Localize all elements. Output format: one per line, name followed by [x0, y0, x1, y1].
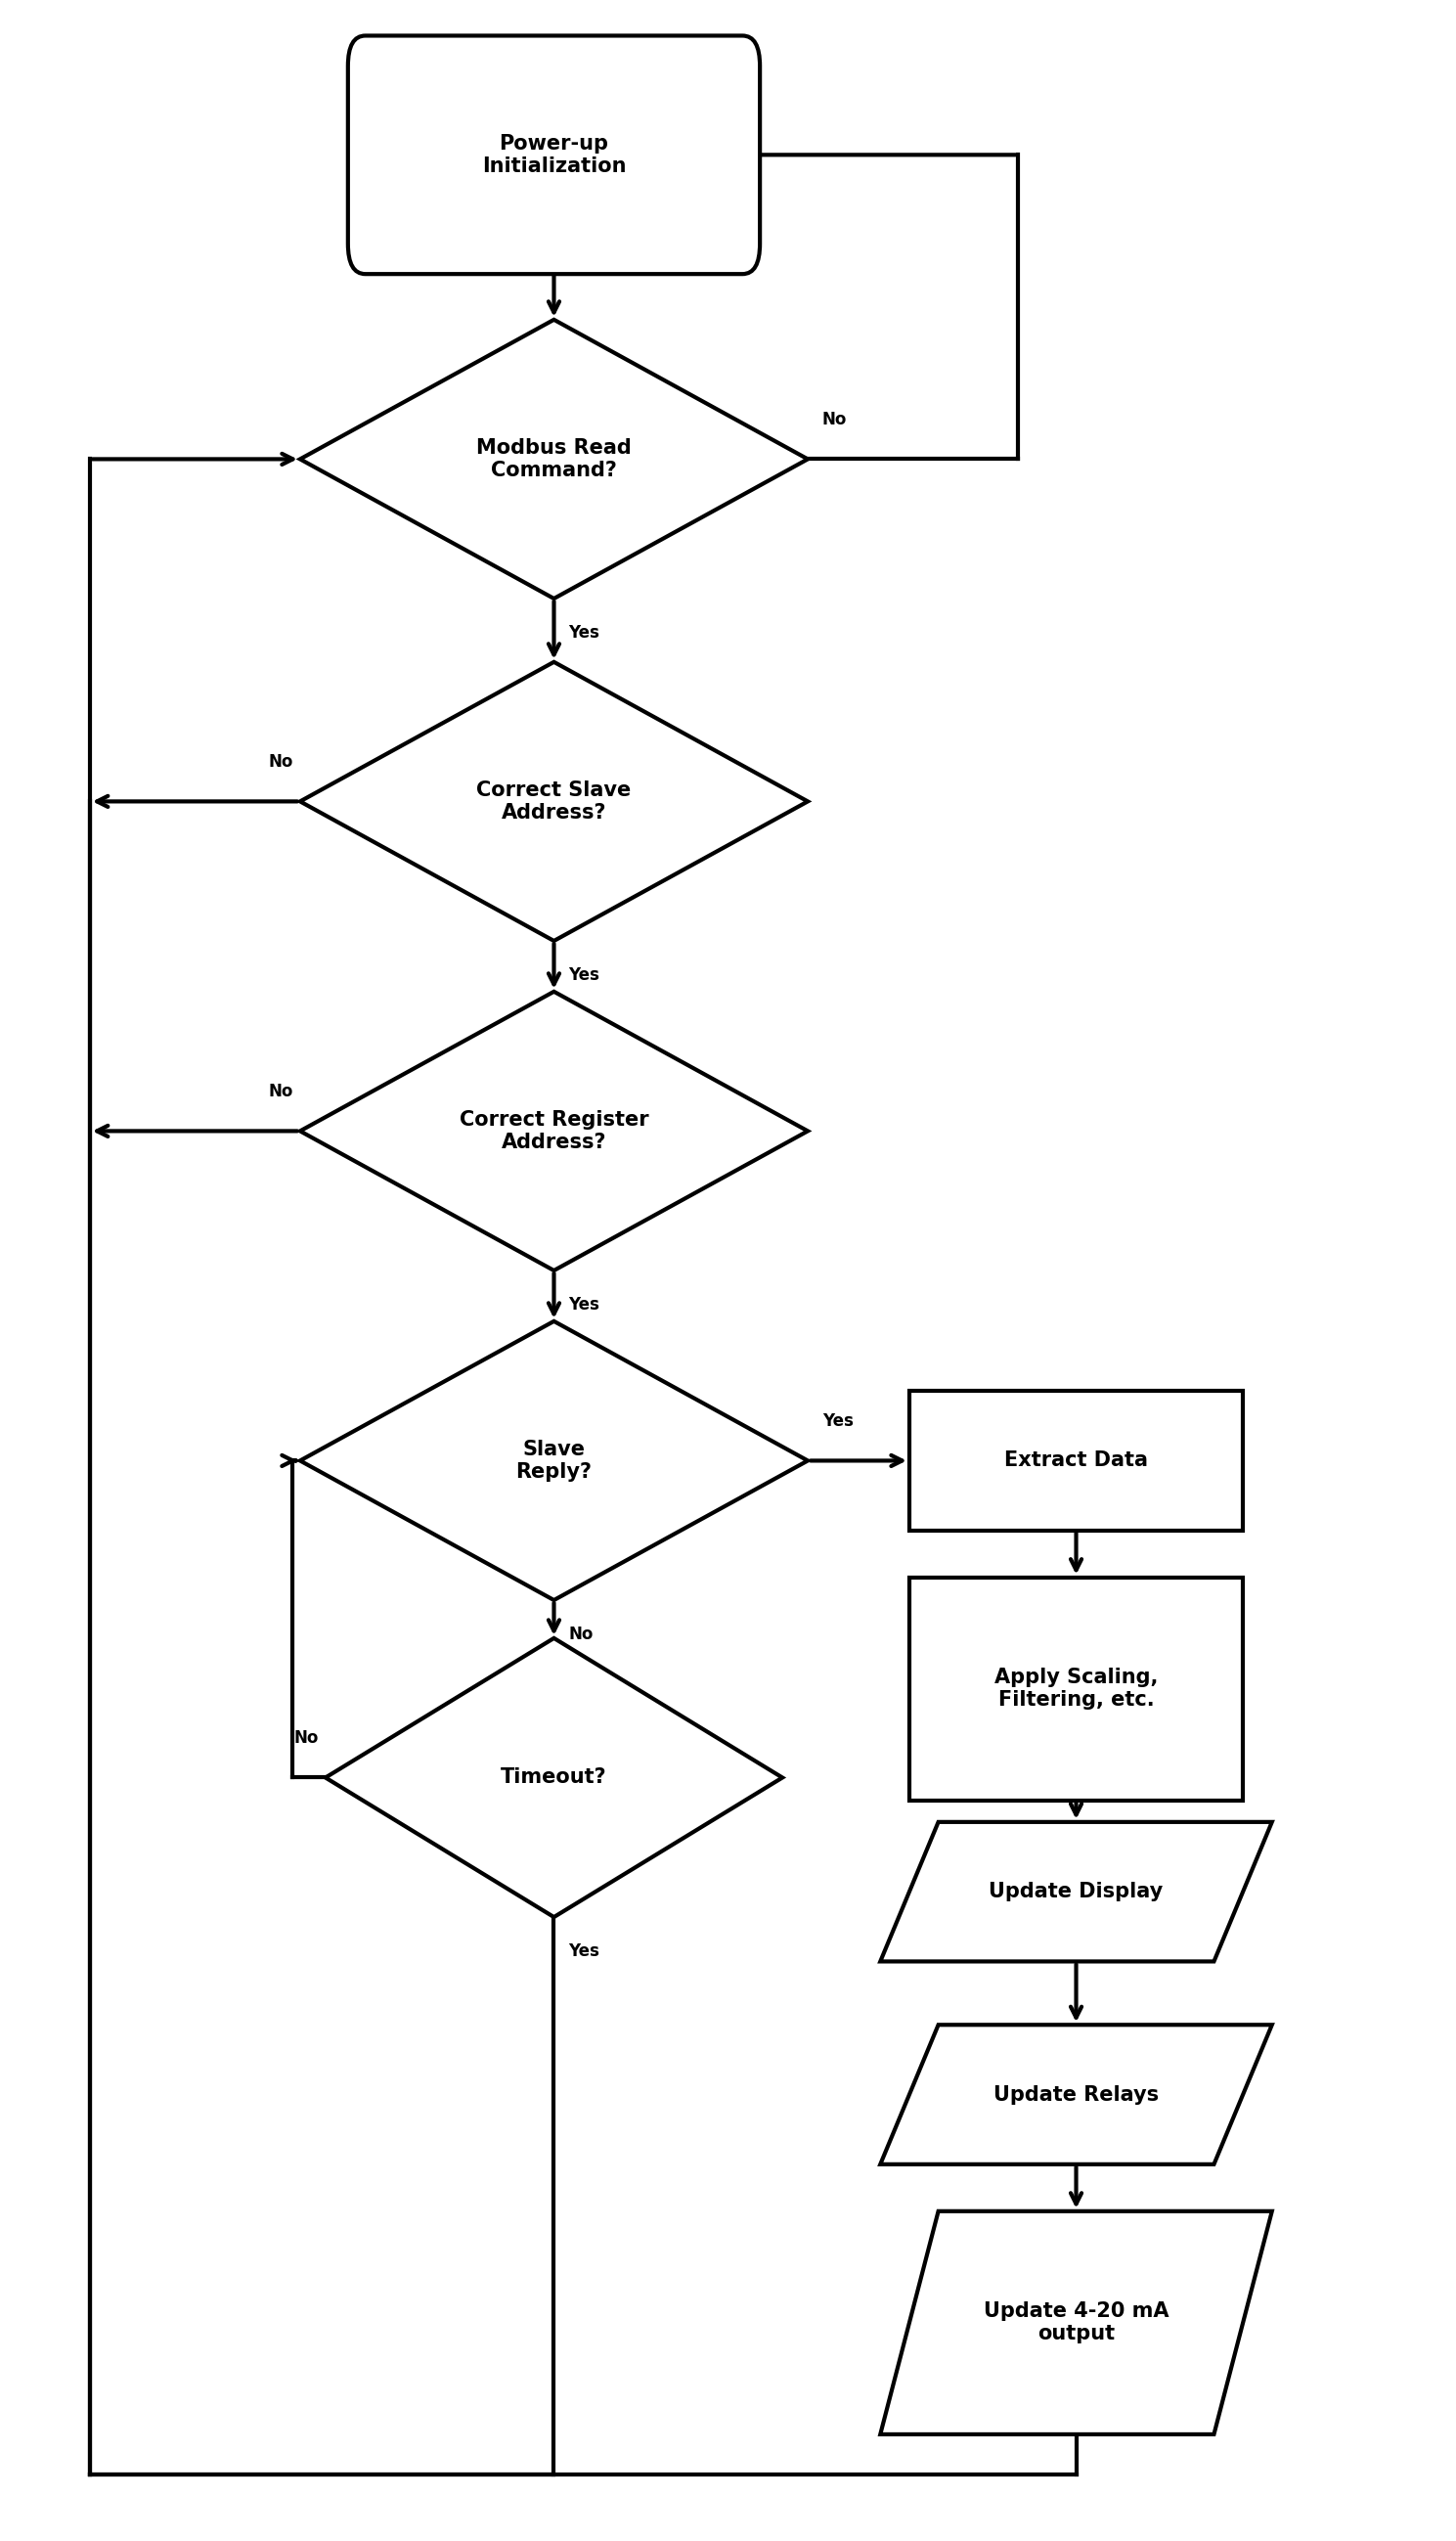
Polygon shape — [881, 2025, 1273, 2165]
Text: No: No — [294, 1730, 319, 1748]
Polygon shape — [300, 320, 808, 600]
Polygon shape — [881, 2211, 1273, 2434]
Polygon shape — [300, 1321, 808, 1601]
Text: No: No — [268, 752, 293, 770]
Bar — [910, 1578, 1243, 1802]
Text: Timeout?: Timeout? — [501, 1769, 607, 1786]
Polygon shape — [300, 991, 808, 1270]
Bar — [910, 1390, 1243, 1530]
Text: Yes: Yes — [568, 1296, 600, 1314]
Text: Apply Scaling,
Filtering, etc.: Apply Scaling, Filtering, etc. — [994, 1667, 1158, 1710]
Text: No: No — [823, 412, 847, 429]
Text: No: No — [268, 1082, 293, 1100]
Polygon shape — [326, 1639, 782, 1916]
Text: Yes: Yes — [568, 966, 600, 983]
Text: Update 4-20 mA
output: Update 4-20 mA output — [983, 2302, 1169, 2343]
Text: Power-up
Initialization: Power-up Initialization — [482, 135, 626, 175]
Text: Modbus Read
Command?: Modbus Read Command? — [476, 437, 632, 480]
Polygon shape — [881, 1822, 1273, 1962]
Text: Yes: Yes — [568, 625, 600, 640]
FancyBboxPatch shape — [348, 36, 760, 274]
Text: Yes: Yes — [823, 1413, 853, 1431]
Text: Extract Data: Extract Data — [1005, 1451, 1147, 1471]
Text: Yes: Yes — [568, 1941, 600, 1959]
Text: Correct Register
Address?: Correct Register Address? — [459, 1110, 648, 1151]
Text: Slave
Reply?: Slave Reply? — [515, 1441, 593, 1481]
Text: No: No — [568, 1626, 593, 1644]
Text: Update Relays: Update Relays — [993, 2084, 1159, 2104]
Text: Update Display: Update Display — [989, 1883, 1163, 1901]
Polygon shape — [300, 663, 808, 940]
Text: Correct Slave
Address?: Correct Slave Address? — [476, 780, 632, 823]
